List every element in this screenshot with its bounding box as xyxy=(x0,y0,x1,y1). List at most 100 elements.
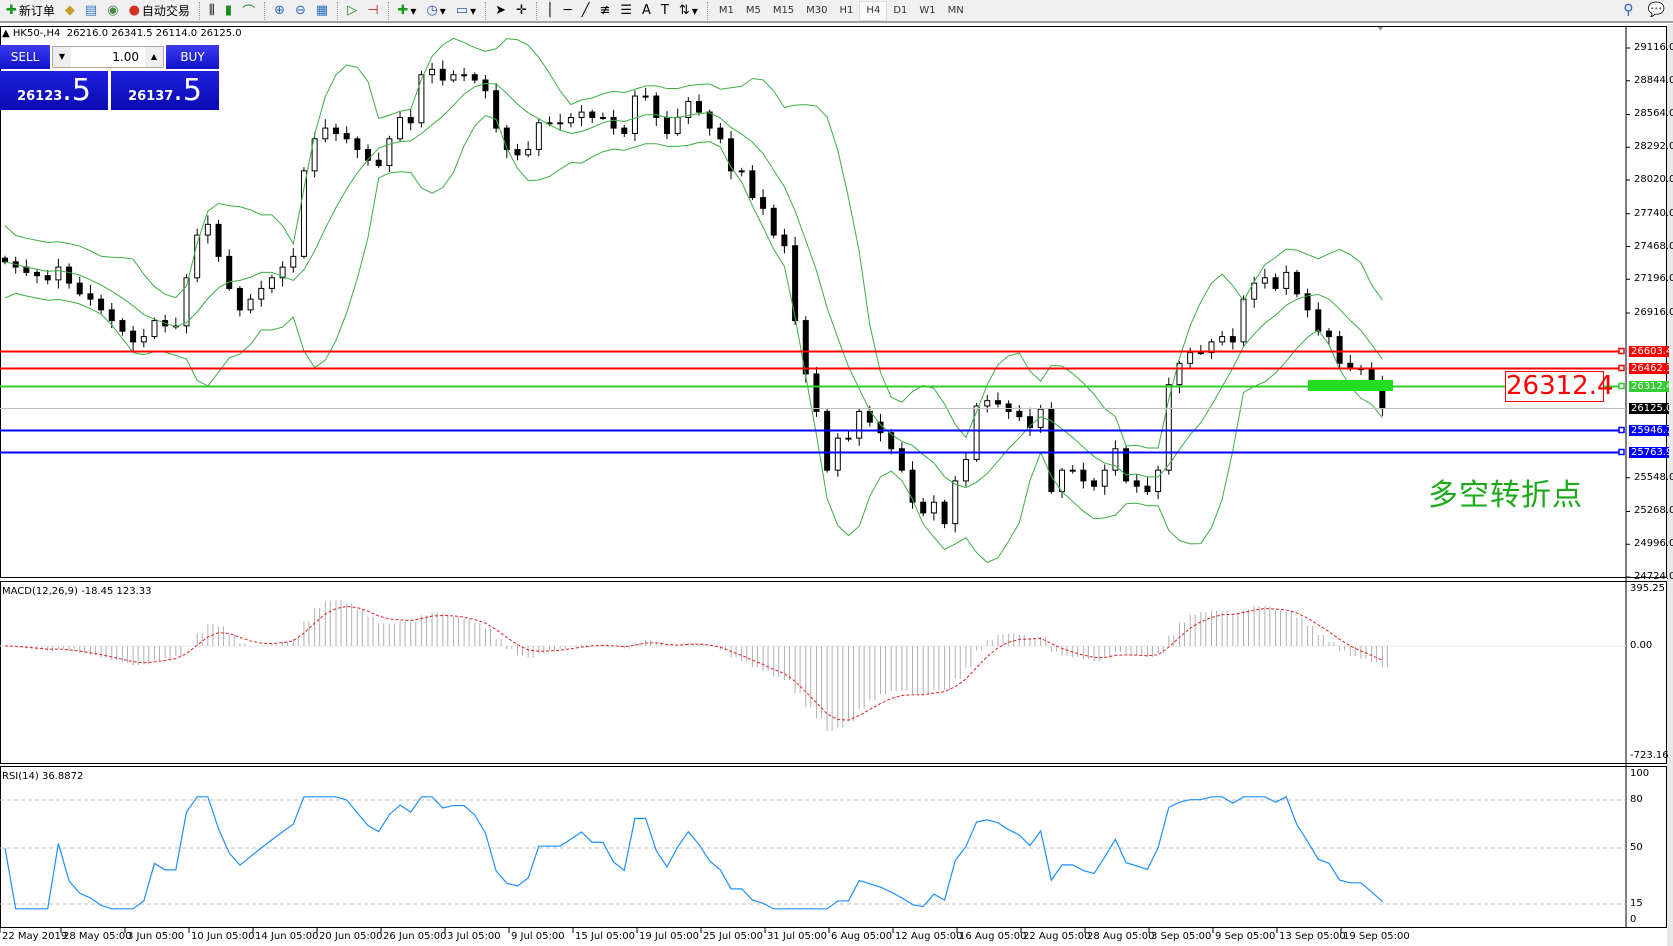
indicators-button[interactable]: ✚ ▾ xyxy=(397,3,417,18)
fibonacci-button[interactable]: ≢ xyxy=(595,1,614,21)
lot-decrease-button[interactable]: ▼ xyxy=(53,47,71,67)
bar-chart-button[interactable]: ⫼ xyxy=(205,1,219,21)
price-axis-label: 28292.0 xyxy=(1634,141,1673,153)
date-axis-label: 15 Jul 05:00 xyxy=(575,931,635,942)
candle-bear xyxy=(215,223,222,257)
lot-increase-button[interactable]: ▲ xyxy=(145,47,163,67)
candle-bear xyxy=(1144,485,1151,492)
date-axis-label: 9 Jul 05:00 xyxy=(511,931,565,942)
templates-icon: ▭ xyxy=(455,3,469,18)
candle-bull xyxy=(1187,352,1194,364)
chat-icon[interactable]: 💬 xyxy=(1647,2,1665,18)
candle-bull xyxy=(1112,448,1119,471)
candle-bull xyxy=(535,122,542,151)
date-axis-label: 19 Jul 05:00 xyxy=(639,931,699,942)
data-window-button[interactable]: ▤ xyxy=(81,1,101,21)
timeframe-m5[interactable]: M5 xyxy=(745,5,761,16)
candlestick-button[interactable]: ▮ xyxy=(221,1,236,21)
buy-button[interactable]: BUY xyxy=(166,45,219,69)
fibo-fan-icon: ☰ xyxy=(620,3,633,18)
date-axis-label: 22 May 2019 xyxy=(2,931,68,942)
chart-shift-button[interactable]: ⊣ xyxy=(363,1,382,21)
candle-bull xyxy=(450,74,457,81)
rsi-label: RSI(14) 36.8872 xyxy=(2,771,84,782)
periods-button[interactable]: ◷ ▾ xyxy=(426,3,446,18)
trendline-button[interactable]: ╱ xyxy=(578,1,594,21)
sell-button[interactable]: SELL xyxy=(0,45,50,69)
timeframe-h4[interactable]: H4 xyxy=(859,0,888,21)
candle-bull xyxy=(268,277,275,289)
timeframe-m1[interactable]: M1 xyxy=(718,5,734,16)
candle-bear xyxy=(503,127,510,151)
candle-bear xyxy=(1005,403,1012,412)
fibo-fan-button[interactable]: ☰ xyxy=(616,1,636,21)
candle-bear xyxy=(514,149,521,156)
line-chart-button[interactable]: ⌒ xyxy=(238,1,259,21)
timeframe-w1[interactable]: W1 xyxy=(919,5,936,16)
auto-trading-icon: ● xyxy=(128,3,140,18)
price-axis-label: 28564.0 xyxy=(1634,108,1673,120)
new-order-button[interactable]: ✚ 新订单 xyxy=(6,3,55,18)
buy-price-button[interactable]: 26137.5 xyxy=(111,71,219,110)
candle-bull xyxy=(856,410,863,439)
candle-bear xyxy=(770,207,777,236)
search-icon[interactable]: ⚲ xyxy=(1623,2,1634,18)
price-level-tag: 26125.0 xyxy=(1629,402,1673,414)
candle-bear xyxy=(610,116,617,129)
candle-bull xyxy=(194,234,201,279)
signals-button[interactable]: ◉ xyxy=(103,1,122,21)
candle-bull xyxy=(1208,341,1215,354)
timeframe-m15[interactable]: M15 xyxy=(772,5,795,16)
arrows-icon: ⇅ xyxy=(678,3,690,18)
text-label-button[interactable]: T xyxy=(657,1,673,21)
candle-bull xyxy=(247,298,254,311)
date-axis-label: 6 Aug 05:00 xyxy=(831,931,893,942)
tile-windows-button[interactable]: ▦ xyxy=(312,1,332,21)
separator xyxy=(485,1,487,20)
fibonacci-icon: ≢ xyxy=(599,3,611,18)
candle-bull xyxy=(322,127,329,140)
indicators-icon: ✚ xyxy=(397,3,409,18)
turning-point-note[interactable]: 多空转折点 xyxy=(1428,478,1583,513)
candle-bear xyxy=(792,245,799,322)
zoom-in-button[interactable]: ⊕ xyxy=(270,1,289,21)
autoscroll-icon: ▷ xyxy=(347,3,358,18)
separator xyxy=(387,1,389,20)
auto-trading-button[interactable]: ● 自动交易 xyxy=(128,3,190,18)
highlight-zone xyxy=(1308,380,1393,391)
cursor-button[interactable]: ➤ xyxy=(491,1,510,21)
date-axis-label: 31 Jul 05:00 xyxy=(767,931,827,942)
text-button[interactable]: A xyxy=(638,1,655,21)
price-annotation-label[interactable]: 26312.4 xyxy=(1505,371,1614,402)
lot-size-input[interactable]: ▼ 1.00 ▲ xyxy=(52,46,164,68)
timeframe-h1[interactable]: H1 xyxy=(839,5,854,16)
candle-bear xyxy=(87,293,94,300)
templates-button[interactable]: ▭ ▾ xyxy=(455,3,477,18)
sell-price-button[interactable]: 26123.5 xyxy=(0,71,108,110)
vertical-line-button[interactable]: │ xyxy=(542,1,558,21)
candle-bull xyxy=(962,458,969,482)
candle-bear xyxy=(226,255,233,289)
timeframe-mn[interactable]: MN xyxy=(947,5,964,16)
timeframe-m30[interactable]: M30 xyxy=(806,5,828,16)
horizontal-line-button[interactable]: ─ xyxy=(560,1,576,21)
arrows-button[interactable]: ⇅ ▾ xyxy=(678,3,698,18)
candle-bear xyxy=(941,501,948,525)
date-axis-label: 26 Jun 05:00 xyxy=(383,931,447,942)
candle-bull xyxy=(204,223,211,236)
timeframe-d1[interactable]: D1 xyxy=(893,5,908,16)
candle-bull xyxy=(1069,469,1076,472)
lot-size-value[interactable]: 1.00 xyxy=(112,50,139,64)
market-watch-button[interactable]: ◆ xyxy=(61,1,79,21)
macd-axis-label: 0.00 xyxy=(1630,640,1653,651)
zoom-out-icon: ⊖ xyxy=(294,3,306,18)
date-axis-label: 3 Jul 05:00 xyxy=(447,931,501,942)
candle-bull xyxy=(1219,336,1226,343)
crosshair-button[interactable]: ✛ xyxy=(512,1,531,21)
autoscroll-button[interactable]: ▷ xyxy=(343,1,361,21)
zoom-out-button[interactable]: ⊖ xyxy=(291,1,310,21)
candle-bear xyxy=(1325,330,1332,338)
ohlc-label: 26216.0 26341.5 26114.0 26125.0 xyxy=(66,28,242,39)
rsi-axis-label: 100 xyxy=(1630,768,1650,779)
